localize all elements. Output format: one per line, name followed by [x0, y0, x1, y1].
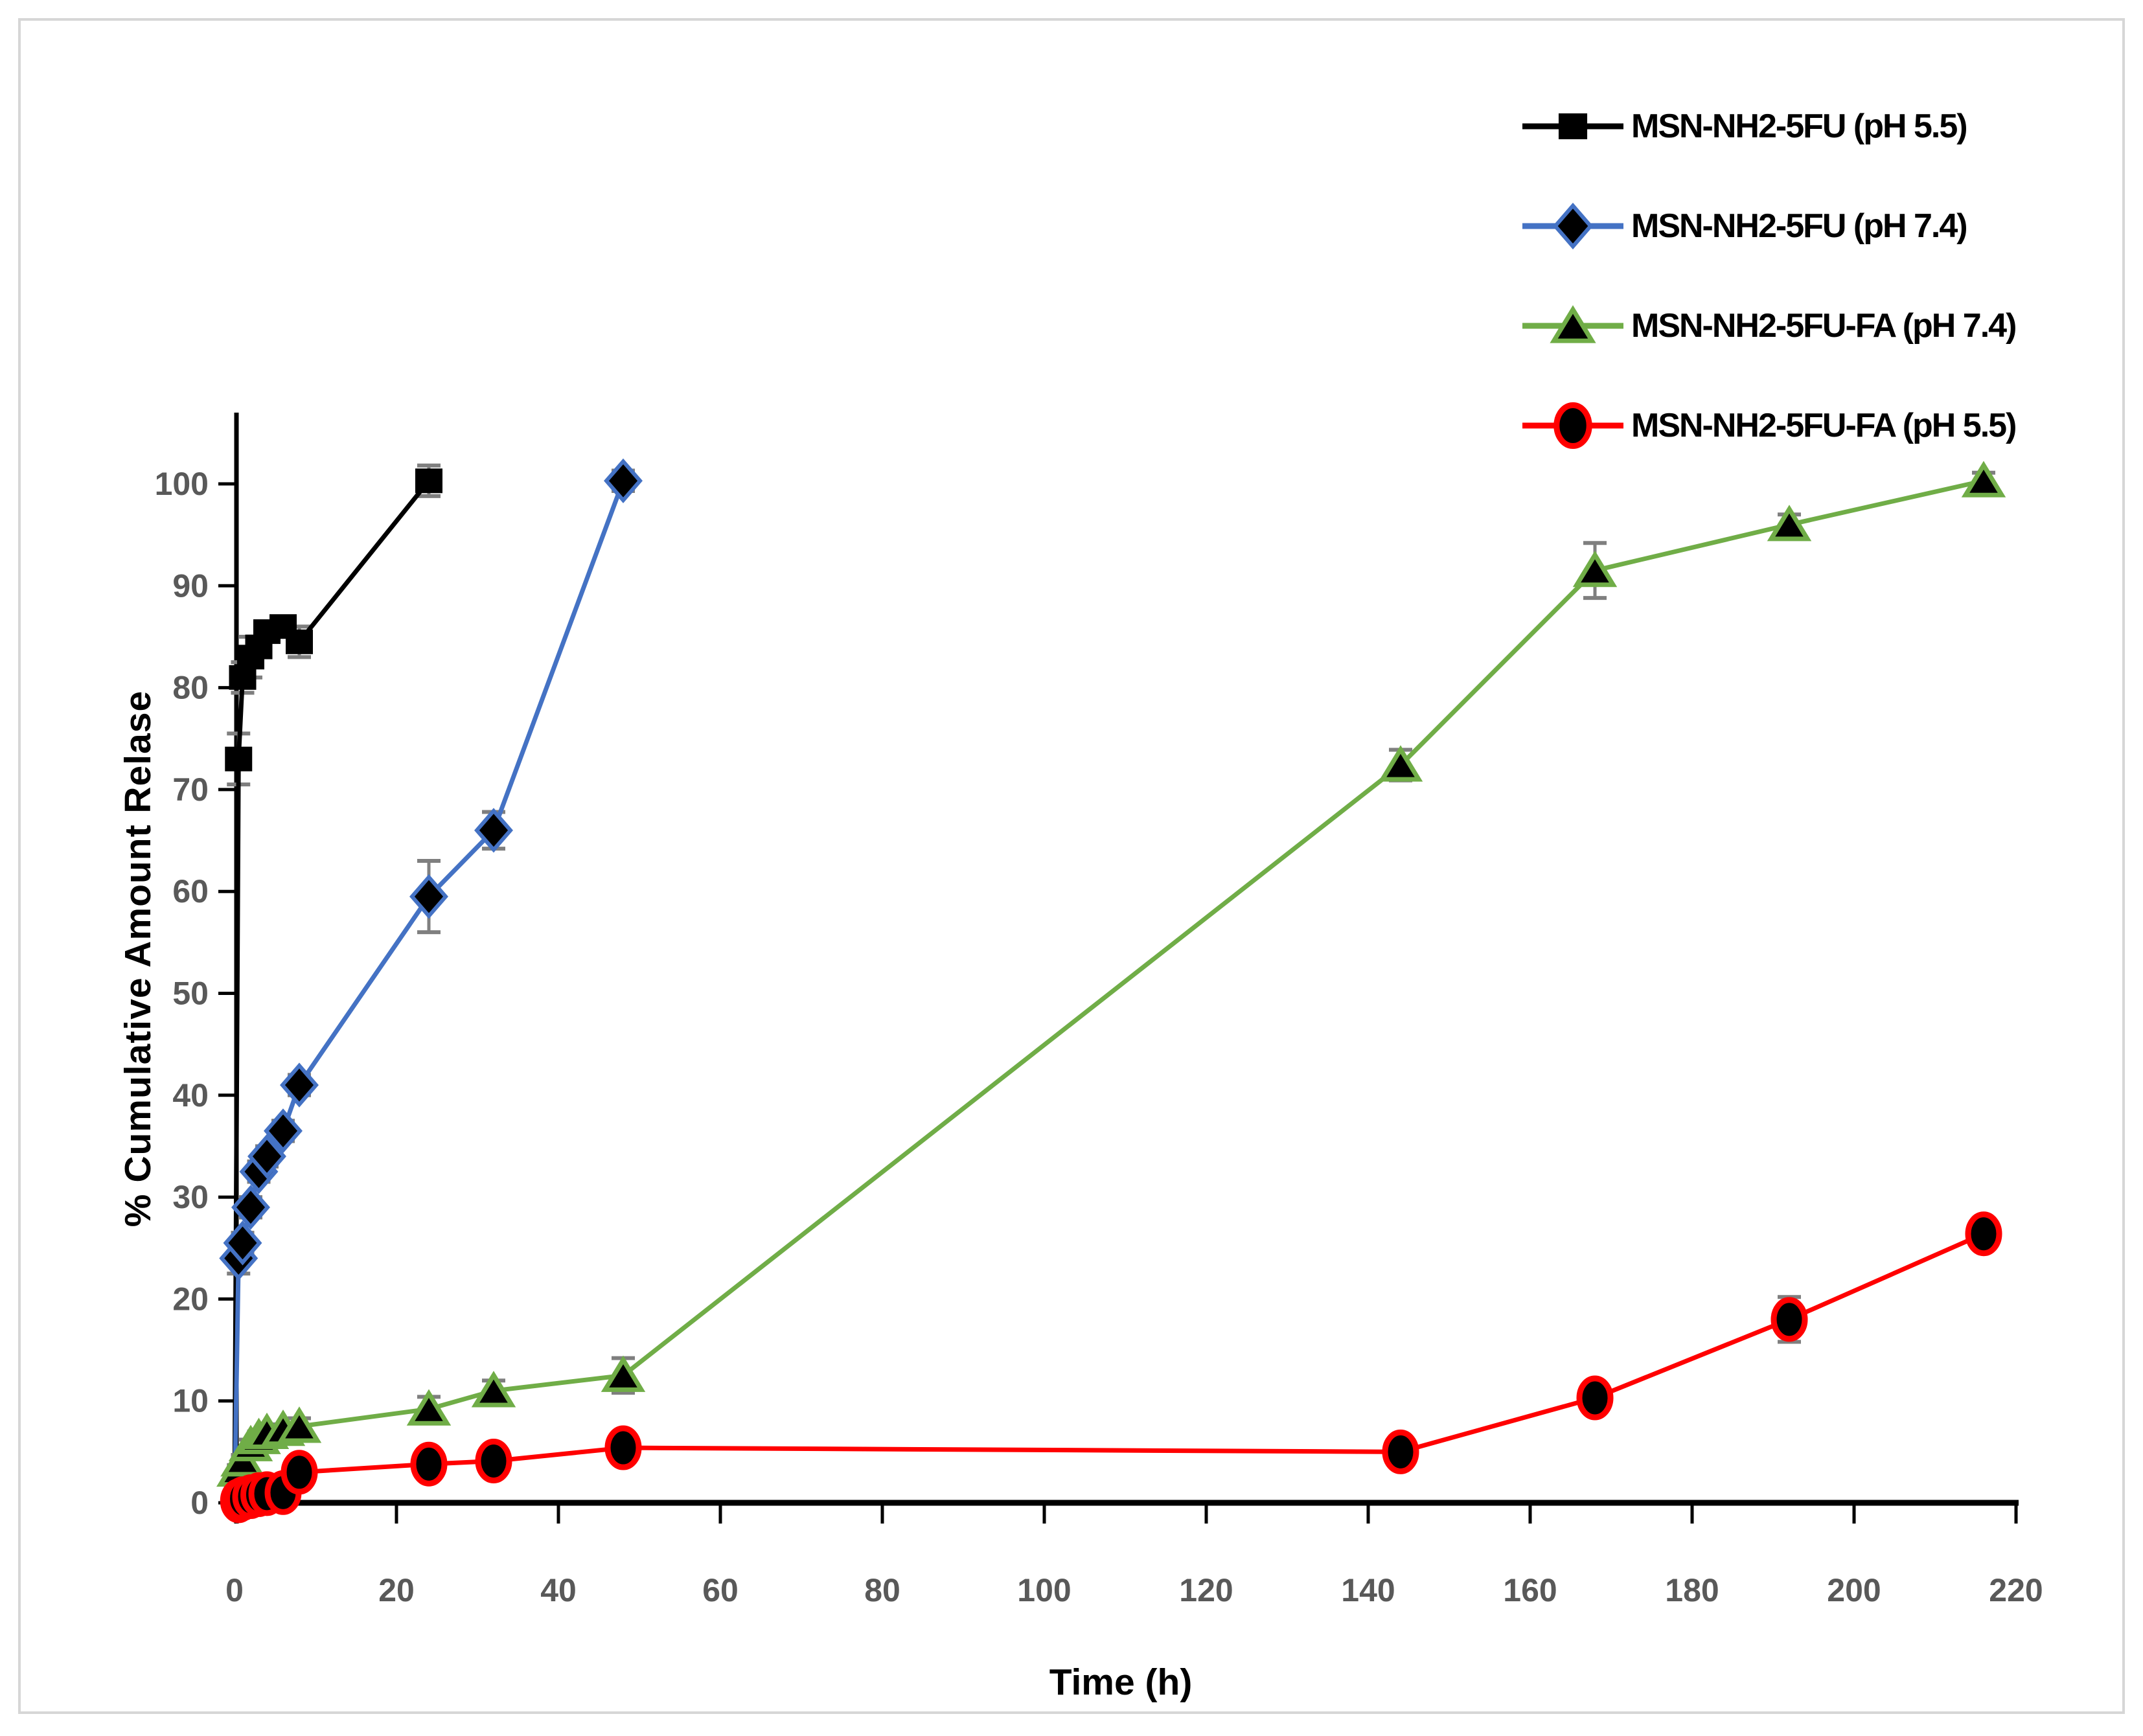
- series-square: [225, 463, 442, 1503]
- legend-label: MSN-NH2-5FU-FA (pH 5.5): [1631, 407, 2017, 444]
- diamond-marker-icon: [264, 1108, 303, 1154]
- legend-item: MSN-NH2-5FU (pH 7.4): [1521, 176, 2015, 276]
- circle-marker-icon: [1965, 1211, 2002, 1257]
- diamond-marker-icon: [280, 1062, 319, 1108]
- legend-marker-icon: [1522, 203, 1623, 249]
- circle-marker-icon: [410, 1441, 448, 1487]
- diamond-marker-icon: [474, 808, 513, 853]
- circle-marker-icon: [1382, 1429, 1419, 1474]
- legend-item: MSN-NH2-5FU-FA (pH 5.5): [1521, 376, 2017, 475]
- x-tick-label: 60: [702, 1572, 739, 1608]
- y-tick-label: 80: [172, 670, 209, 706]
- circle-marker-icon: [475, 1439, 512, 1484]
- square-marker-icon: [1558, 113, 1588, 139]
- square-marker-icon: [415, 468, 442, 494]
- triangle-marker-icon: [406, 1389, 452, 1426]
- x-tick-label: 120: [1179, 1572, 1233, 1608]
- legend-item: MSN-NH2-5FU (pH 5.5): [1521, 76, 2015, 176]
- y-tick-label: 70: [172, 771, 209, 808]
- triangle-marker-icon: [1378, 745, 1423, 782]
- circle-marker-icon: [1553, 402, 1592, 449]
- triangle-marker-icon: [471, 1371, 516, 1408]
- y-tick-label: 50: [172, 976, 209, 1012]
- square-marker-icon: [225, 746, 253, 771]
- x-tick-label: 220: [1989, 1572, 2043, 1608]
- y-axis-title: % Cumulative Amount Relase: [117, 690, 159, 1228]
- y-tick-label: 20: [172, 1281, 209, 1317]
- y-tick-label: 10: [172, 1383, 209, 1419]
- series-triangle: [216, 461, 2006, 1503]
- square-marker-icon: [286, 629, 313, 654]
- diamond-marker-icon: [1552, 203, 1594, 249]
- legend-marker-icon: [1522, 402, 1623, 449]
- y-tick-label: 100: [155, 466, 209, 502]
- x-axis-title: Time (h): [1049, 1662, 1193, 1703]
- diamond-marker-icon: [231, 1185, 270, 1230]
- diamond-marker-icon: [223, 1220, 262, 1266]
- triangle-marker-icon: [601, 1355, 646, 1392]
- triangle-marker-icon: [1961, 461, 2006, 497]
- y-tick-label: 40: [172, 1077, 209, 1114]
- x-tick-label: 200: [1827, 1572, 1881, 1608]
- circle-marker-icon: [604, 1425, 642, 1470]
- diamond-marker-icon: [604, 458, 643, 503]
- legend-item: MSN-NH2-5FU-FA (pH 7.4): [1521, 276, 2017, 376]
- triangle-marker-icon: [1767, 505, 1812, 542]
- diamond-marker-icon: [247, 1134, 286, 1179]
- legend-label: MSN-NH2-5FU-FA (pH 7.4): [1631, 307, 2017, 345]
- x-tick-label: 100: [1017, 1572, 1071, 1608]
- x-tick-label: 160: [1503, 1572, 1557, 1608]
- x-tick-label: 80: [864, 1572, 900, 1608]
- triangle-marker-icon: [277, 1406, 322, 1443]
- series-circle: [220, 1211, 2002, 1524]
- series-line: [232, 478, 1984, 1503]
- figure-border: [18, 18, 2125, 1714]
- triangle-marker-icon: [1572, 550, 1618, 588]
- y-tick-label: 0: [190, 1485, 209, 1521]
- legend-marker-icon: [1522, 113, 1623, 139]
- circle-marker-icon: [281, 1450, 318, 1495]
- y-tick-label: 30: [172, 1179, 209, 1215]
- circle-marker-icon: [1576, 1375, 1614, 1421]
- legend-marker-icon: [1522, 305, 1623, 343]
- diamond-marker-icon: [409, 874, 448, 919]
- legend-label: MSN-NH2-5FU (pH 5.5): [1631, 108, 1968, 145]
- series-diamond: [219, 458, 643, 1503]
- x-tick-label: 140: [1341, 1572, 1395, 1608]
- x-tick-label: 40: [540, 1572, 577, 1608]
- triangle-marker-icon: [1550, 305, 1596, 343]
- x-tick-label: 0: [225, 1572, 244, 1608]
- legend: MSN-NH2-5FU (pH 5.5) MSN-NH2-5FU (pH 7.4…: [1521, 76, 2017, 475]
- y-tick-label: 90: [172, 567, 209, 604]
- circle-marker-icon: [1771, 1297, 1808, 1342]
- x-tick-label: 180: [1665, 1572, 1719, 1608]
- x-tick-label: 20: [378, 1572, 415, 1608]
- legend-label: MSN-NH2-5FU (pH 7.4): [1631, 207, 1968, 245]
- y-tick-label: 60: [172, 873, 209, 909]
